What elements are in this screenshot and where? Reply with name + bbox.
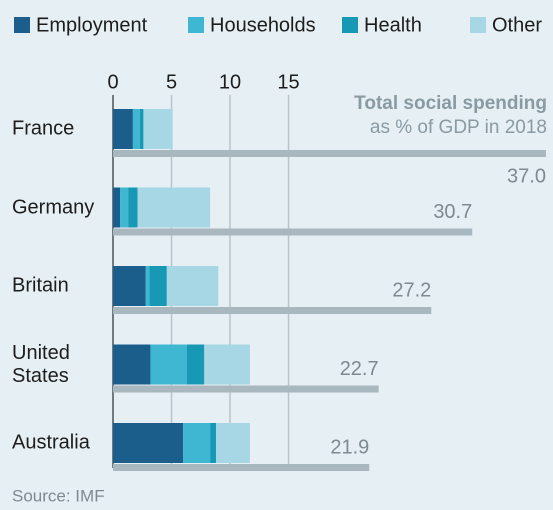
legend-swatch — [188, 17, 204, 33]
legend-label: Other — [492, 14, 542, 36]
x-tick-label: 5 — [166, 71, 177, 93]
chart-title: Total social spending — [354, 93, 547, 114]
total-label: 30.7 — [433, 201, 472, 223]
x-tick-label: 0 — [107, 71, 118, 93]
legend-label: Employment — [36, 14, 148, 36]
bar-segment — [113, 109, 133, 149]
bar-segment — [139, 109, 144, 149]
bar-segment — [149, 266, 167, 306]
total-bar — [113, 464, 370, 471]
bar-segment — [215, 423, 250, 463]
total-label: 27.2 — [392, 279, 431, 301]
bar-segment — [183, 423, 211, 463]
total-label: 22.7 — [340, 358, 379, 380]
bar-segment — [186, 344, 205, 385]
bar-segment — [132, 109, 140, 149]
bar-segment — [120, 187, 129, 228]
category-label: United States — [12, 341, 70, 387]
bar-segment — [128, 187, 138, 228]
total-bar — [113, 228, 473, 236]
bar-segment — [113, 423, 184, 463]
legend-label: Households — [210, 14, 316, 36]
total-label: 21.9 — [330, 436, 369, 458]
x-tick-label: 15 — [277, 71, 299, 93]
legend-swatch — [342, 17, 358, 33]
bar-segment — [204, 344, 250, 385]
category-label: Germany — [12, 196, 95, 218]
bar-segment — [143, 109, 173, 149]
bar-segment — [113, 187, 121, 228]
bar-segment — [137, 187, 211, 228]
total-bar — [113, 150, 546, 157]
bar-segment — [166, 266, 219, 306]
bar-segment — [113, 344, 151, 385]
bar-segment — [210, 423, 216, 463]
legend-swatch — [14, 17, 30, 33]
bar-segment — [145, 266, 150, 306]
chart-subtitle: as % of GDP in 2018 — [370, 117, 547, 138]
legend-swatch — [470, 17, 486, 33]
total-bar — [113, 307, 432, 314]
x-tick-label: 10 — [219, 71, 241, 93]
bar-segment — [113, 266, 146, 306]
category-label: Britain — [12, 274, 69, 297]
category-label: France — [12, 117, 75, 140]
category-label: Australia — [12, 431, 90, 454]
legend-label: Health — [364, 14, 422, 36]
total-label: 37.0 — [507, 165, 546, 187]
total-bar — [113, 385, 379, 393]
source: Source: IMF — [12, 486, 105, 505]
bar-segment — [150, 344, 187, 385]
